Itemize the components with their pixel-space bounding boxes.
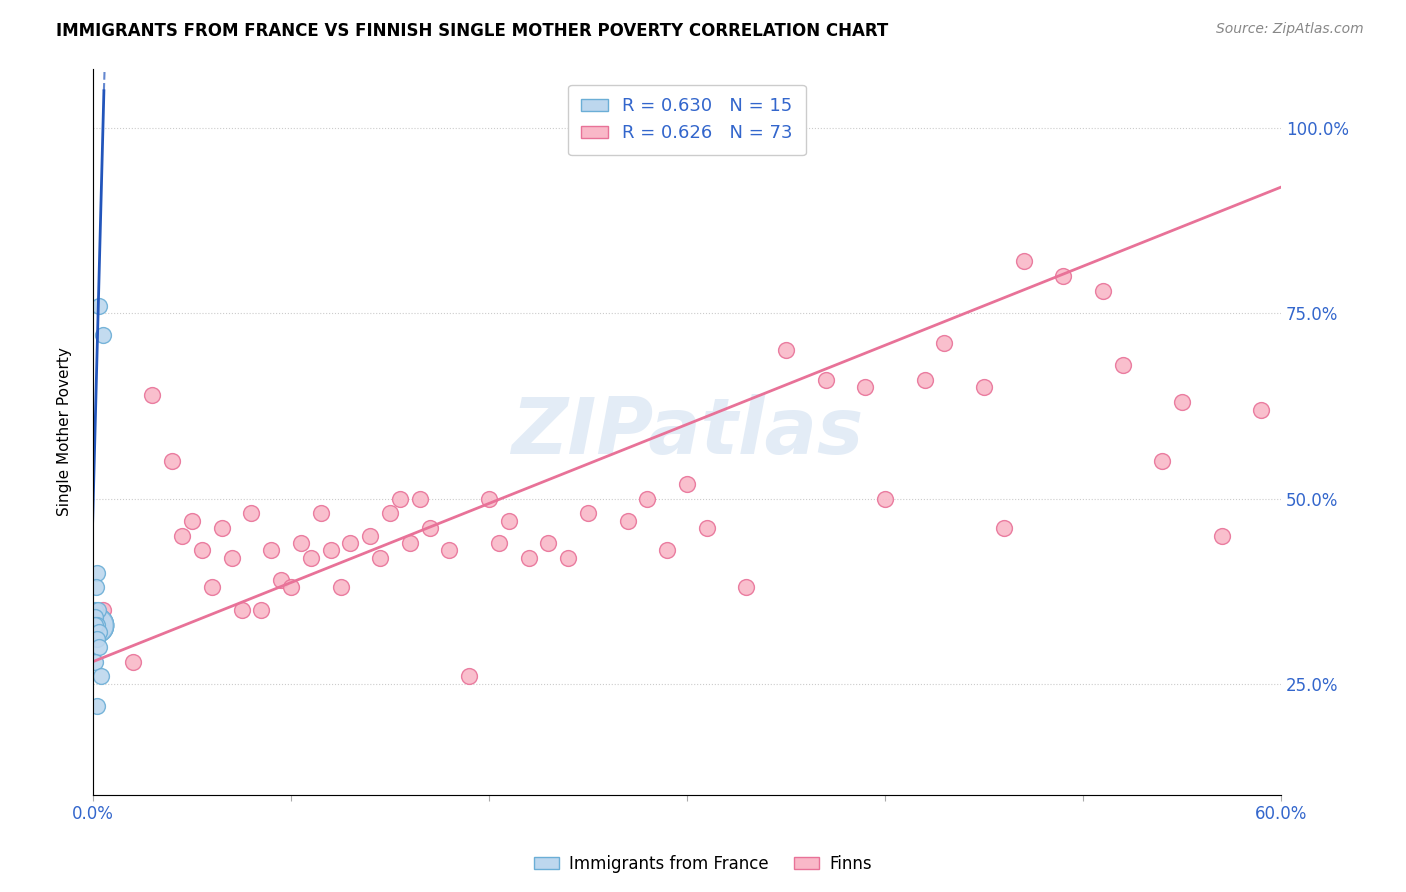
Point xyxy=(914,373,936,387)
Point xyxy=(290,536,312,550)
Point xyxy=(84,610,107,624)
Legend: Immigrants from France, Finns: Immigrants from France, Finns xyxy=(527,848,879,880)
Point xyxy=(299,550,322,565)
Point xyxy=(309,506,332,520)
Point xyxy=(84,617,107,632)
Point xyxy=(231,603,253,617)
Point xyxy=(91,328,114,343)
Point xyxy=(398,536,420,550)
Point xyxy=(191,543,214,558)
Point xyxy=(84,617,107,632)
Point xyxy=(84,617,107,632)
Point xyxy=(388,491,411,506)
Point xyxy=(86,617,108,632)
Point xyxy=(735,581,758,595)
Point xyxy=(121,655,143,669)
Point xyxy=(84,603,107,617)
Point xyxy=(172,528,194,542)
Point xyxy=(1052,269,1074,284)
Point xyxy=(339,536,361,550)
Point xyxy=(84,617,107,632)
Point xyxy=(1012,254,1035,268)
Point xyxy=(409,491,432,506)
Point xyxy=(993,521,1015,535)
Point xyxy=(537,536,560,550)
Point xyxy=(86,699,108,714)
Point xyxy=(84,617,107,632)
Point xyxy=(458,669,481,683)
Point xyxy=(557,550,579,565)
Point xyxy=(86,566,108,580)
Text: IMMIGRANTS FROM FRANCE VS FINNISH SINGLE MOTHER POVERTY CORRELATION CHART: IMMIGRANTS FROM FRANCE VS FINNISH SINGLE… xyxy=(56,22,889,40)
Point xyxy=(141,388,163,402)
Text: ZIPatlas: ZIPatlas xyxy=(510,393,863,470)
Point xyxy=(439,543,461,558)
Legend: R = 0.630   N = 15, R = 0.626   N = 73: R = 0.630 N = 15, R = 0.626 N = 73 xyxy=(568,85,806,155)
Point xyxy=(576,506,599,520)
Point xyxy=(87,624,110,639)
Point xyxy=(696,521,718,535)
Point xyxy=(498,514,520,528)
Point xyxy=(221,550,243,565)
Point xyxy=(368,550,391,565)
Y-axis label: Single Mother Poverty: Single Mother Poverty xyxy=(58,347,72,516)
Point xyxy=(84,655,107,669)
Point xyxy=(873,491,896,506)
Point xyxy=(419,521,441,535)
Point xyxy=(90,669,112,683)
Point xyxy=(86,632,108,647)
Point xyxy=(517,550,540,565)
Point xyxy=(1211,528,1233,542)
Point xyxy=(478,491,501,506)
Point xyxy=(359,528,381,542)
Point xyxy=(636,491,658,506)
Point xyxy=(84,617,107,632)
Point xyxy=(181,514,204,528)
Point xyxy=(616,514,638,528)
Point xyxy=(488,536,510,550)
Point xyxy=(84,581,107,595)
Point xyxy=(329,581,352,595)
Point xyxy=(270,573,292,587)
Point xyxy=(378,506,401,520)
Point xyxy=(280,581,302,595)
Point xyxy=(1111,358,1133,372)
Point xyxy=(211,521,233,535)
Point xyxy=(934,335,956,350)
Point xyxy=(657,543,679,558)
Point xyxy=(319,543,342,558)
Point xyxy=(201,581,224,595)
Point xyxy=(1152,454,1174,468)
Point xyxy=(775,343,797,358)
Point xyxy=(87,640,110,654)
Point xyxy=(250,603,273,617)
Point xyxy=(973,380,995,394)
Point xyxy=(84,617,107,632)
Point xyxy=(853,380,876,394)
Point xyxy=(1091,284,1114,298)
Point xyxy=(87,299,110,313)
Point xyxy=(1171,395,1194,409)
Point xyxy=(814,373,837,387)
Point xyxy=(91,603,114,617)
Point xyxy=(160,454,183,468)
Point xyxy=(240,506,263,520)
Point xyxy=(87,603,110,617)
Point xyxy=(676,476,699,491)
Point xyxy=(1250,402,1272,417)
Point xyxy=(260,543,283,558)
Text: Source: ZipAtlas.com: Source: ZipAtlas.com xyxy=(1216,22,1364,37)
